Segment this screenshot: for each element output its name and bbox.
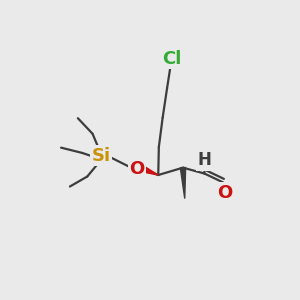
Polygon shape: [180, 167, 186, 199]
Text: O: O: [218, 184, 233, 202]
Text: Si: Si: [92, 147, 111, 165]
Polygon shape: [141, 166, 158, 175]
Text: Cl: Cl: [162, 50, 182, 68]
Text: H: H: [197, 151, 212, 169]
Text: O: O: [129, 160, 144, 178]
